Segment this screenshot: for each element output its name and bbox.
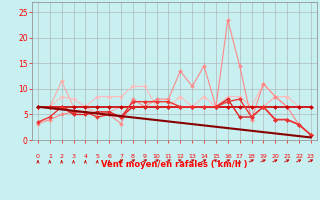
X-axis label: Vent moyen/en rafales ( km/h ): Vent moyen/en rafales ( km/h ) (101, 160, 248, 169)
